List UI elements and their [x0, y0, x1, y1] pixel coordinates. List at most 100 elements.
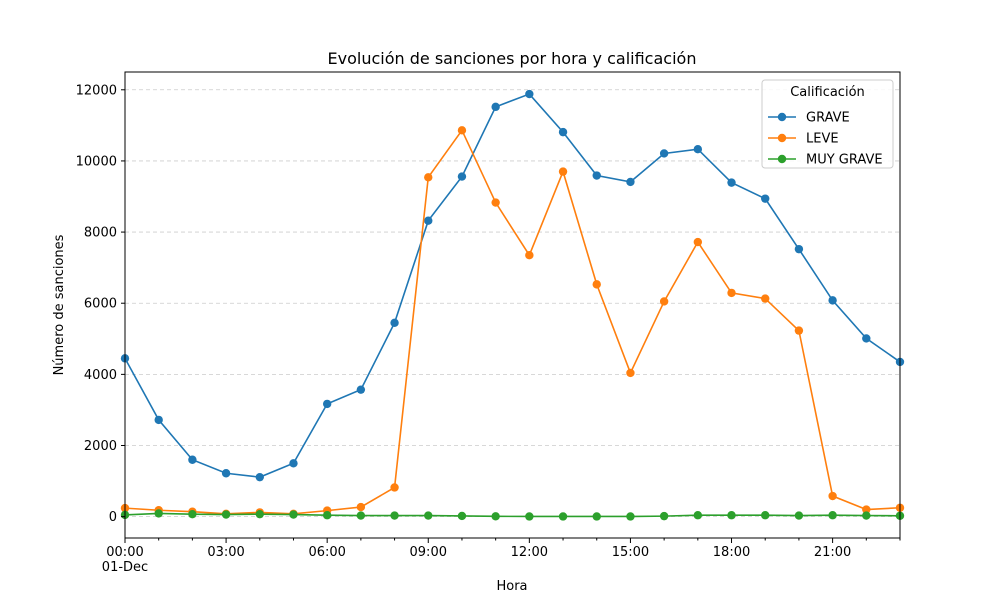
y-tick-label: 8000: [84, 226, 117, 241]
data-point-muy-grave: [322, 511, 332, 520]
data-point-muy-grave: [356, 511, 366, 520]
y-tick-label: 10000: [76, 154, 117, 169]
series-line-leve: [124, 128, 901, 515]
y-tick-label: 4000: [84, 368, 117, 383]
y-tick-label: 2000: [84, 439, 117, 454]
data-point-muy-grave: [626, 512, 635, 521]
x-tick-label: 15:00: [612, 545, 649, 560]
data-point-grave: [761, 194, 770, 203]
data-point-muy-grave: [255, 509, 264, 519]
data-point-leve: [626, 368, 635, 378]
data-point-grave: [626, 177, 635, 187]
data-point-muy-grave: [592, 512, 601, 521]
data-point-leve: [356, 502, 366, 512]
legend-entry-muy-grave: MUY GRAVE: [806, 153, 883, 168]
data-point-muy-grave: [862, 511, 871, 520]
grid-lines: [125, 89, 900, 518]
data-point-muy-grave: [289, 510, 298, 519]
data-point-leve: [491, 198, 500, 207]
series-line-grave: [124, 93, 901, 478]
data-point-grave: [289, 459, 298, 468]
data-point-grave: [255, 472, 264, 482]
data-point-leve: [828, 491, 837, 501]
data-point-grave: [188, 455, 197, 464]
data-point-grave: [154, 415, 163, 425]
x-tick-label: 18:00: [713, 545, 750, 560]
data-point-leve: [794, 326, 804, 335]
x-tick-label: 21:00: [814, 545, 851, 560]
x-tick-label: 09:00: [410, 545, 447, 560]
y-axis: 0 2000 4000 6000 8000 10000 12000: [76, 83, 125, 525]
data-point-muy-grave: [727, 511, 736, 520]
data-point-muy-grave: [828, 511, 837, 520]
data-point-leve: [390, 483, 399, 492]
data-point-leve: [558, 167, 568, 176]
legend-entry-grave: GRAVE: [806, 111, 850, 126]
legend-swatch-marker-muy-grave: [777, 154, 787, 164]
data-point-grave: [491, 102, 500, 112]
series-layer: [120, 89, 905, 521]
x-tick-label: 03:00: [207, 545, 244, 560]
data-point-leve: [761, 294, 770, 303]
data-point-muy-grave: [188, 509, 197, 519]
y-tick-label: 0: [109, 510, 117, 525]
data-point-leve: [592, 280, 601, 289]
data-point-leve: [424, 173, 433, 182]
data-point-leve: [525, 250, 534, 260]
data-point-muy-grave: [794, 511, 804, 520]
data-point-grave: [828, 296, 837, 305]
data-point-muy-grave: [221, 510, 231, 519]
legend-box: [761, 79, 894, 169]
x-tick-label: 12:00: [511, 545, 548, 560]
x-axis-label: Hora: [496, 579, 527, 594]
data-point-leve: [659, 297, 669, 306]
y-axis-label: Número de sanciones: [52, 234, 67, 375]
y-tick-label: 12000: [76, 83, 117, 98]
data-point-grave: [794, 244, 804, 254]
chart-title: Evolución de sanciones por hora y califi…: [328, 49, 697, 68]
data-point-grave: [424, 216, 433, 225]
data-point-muy-grave: [491, 512, 500, 521]
x-tick-sublabel: 01-Dec: [102, 560, 148, 575]
legend-swatch-marker-leve: [777, 133, 787, 143]
data-point-grave: [390, 318, 399, 327]
series-muy-grave: [120, 509, 905, 521]
data-point-grave: [659, 149, 669, 158]
data-point-grave: [727, 178, 736, 187]
legend-entry-leve: LEVE: [806, 132, 839, 147]
data-point-muy-grave: [525, 512, 534, 521]
data-point-muy-grave: [693, 511, 703, 520]
data-point-grave: [592, 171, 601, 180]
plot-area-frame: [124, 71, 901, 539]
series-leve: [120, 126, 905, 519]
data-point-leve: [457, 126, 467, 135]
data-point-leve: [862, 505, 871, 514]
data-point-grave: [862, 334, 871, 343]
x-tick-label: 00:00: [106, 545, 143, 560]
data-point-grave: [558, 127, 568, 137]
y-tick-label: 6000: [84, 297, 117, 312]
data-point-grave: [457, 172, 467, 181]
data-point-muy-grave: [390, 511, 399, 520]
x-tick-label: 06:00: [308, 545, 345, 560]
legend-title: Calificación: [790, 85, 865, 100]
data-point-muy-grave: [424, 511, 433, 520]
legend-swatch-marker-grave: [777, 112, 787, 122]
data-point-grave: [322, 399, 332, 409]
data-point-muy-grave: [761, 511, 770, 520]
data-point-muy-grave: [659, 511, 669, 521]
data-point-grave: [693, 144, 703, 154]
data-point-leve: [693, 237, 703, 247]
series-grave: [120, 89, 905, 482]
legend: Calificación GRAVE LEVE MUY GRAVE: [761, 79, 894, 169]
series-line-muy-grave: [124, 512, 901, 518]
data-point-grave: [221, 469, 231, 478]
data-point-grave: [525, 89, 534, 99]
data-point-muy-grave: [457, 511, 467, 521]
data-point-muy-grave: [154, 509, 163, 518]
data-point-muy-grave: [558, 512, 568, 521]
data-point-leve: [727, 288, 736, 298]
data-point-grave: [356, 385, 366, 394]
